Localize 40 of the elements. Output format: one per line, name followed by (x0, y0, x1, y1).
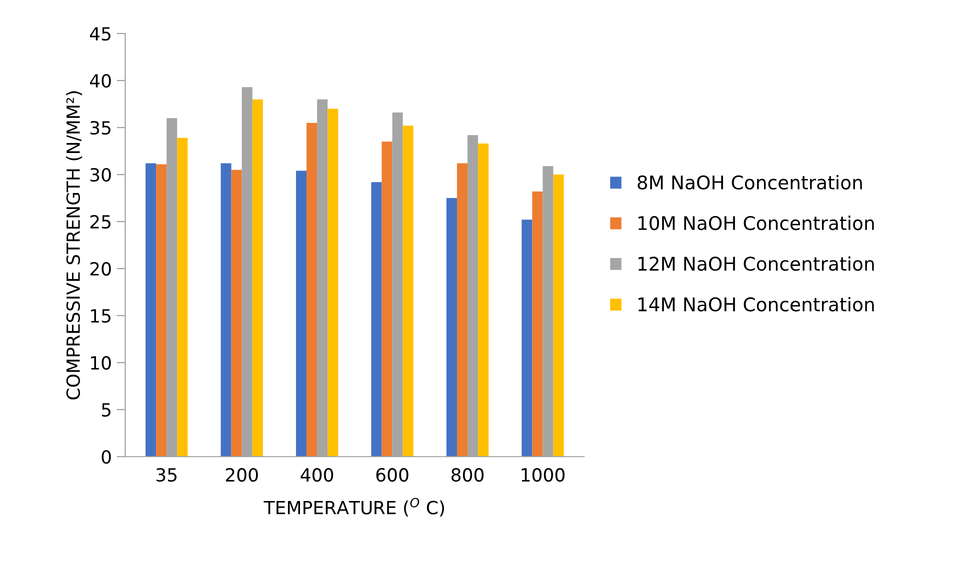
bar (402, 126, 414, 457)
legend-label: 12M NaOH Concentration (638, 256, 874, 271)
bar (446, 198, 457, 457)
y-tick-label: 20 (90, 262, 111, 276)
legend-label: 14M NaOH Concentration (638, 296, 874, 312)
y-axis-title: COMPRESSIVE STRENGTH (N/MM²) (66, 91, 82, 400)
bar (456, 163, 468, 457)
x-tick-label: 600 (376, 468, 408, 482)
y-tick-label: 45 (90, 27, 110, 41)
bar (306, 122, 318, 457)
y-tick-label: 10 (91, 356, 111, 370)
bar (328, 108, 338, 457)
bar (252, 99, 263, 457)
y-tick-label: 40 (90, 74, 111, 88)
bar (156, 164, 167, 457)
x-tick-label: 1000 (522, 468, 565, 482)
bar (220, 163, 232, 457)
x-axis-title: TEMPERATURE ($^{O}$ C) (264, 498, 444, 517)
y-tick-label: 35 (90, 121, 110, 135)
bar (478, 144, 489, 457)
bar (532, 191, 543, 457)
bar (296, 170, 307, 457)
legend-label: 10M NaOH Concentration (638, 216, 874, 230)
bar (177, 138, 188, 457)
y-tick-label: 25 (90, 215, 110, 229)
bar (522, 220, 532, 457)
bar (146, 163, 156, 457)
x-tick-label: 400 (300, 468, 334, 482)
bar (382, 142, 392, 457)
y-tick-label: 30 (90, 168, 111, 182)
bar (231, 170, 242, 457)
x-tick-label: 200 (226, 468, 258, 482)
y-tick-label: 15 (91, 309, 110, 323)
y-tick-label: 5 (102, 403, 110, 417)
y-tick-label: 0 (102, 450, 111, 464)
legend-label: 8M NaOH Concentration (638, 175, 862, 190)
x-tick-label: 800 (452, 468, 484, 482)
bar (371, 182, 382, 457)
bar (553, 174, 564, 457)
x-tick-label: 35 (156, 468, 177, 482)
